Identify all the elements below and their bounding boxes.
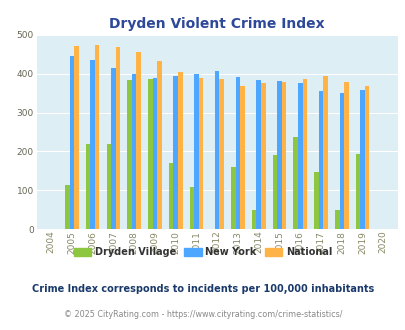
Legend: Dryden Village, New York, National: Dryden Village, New York, National [70,243,335,261]
Bar [272,155,277,229]
Text: Crime Index corresponds to incidents per 100,000 inhabitants: Crime Index corresponds to incidents per… [32,284,373,294]
Bar [318,91,322,229]
Bar [85,144,90,229]
Bar [65,185,69,229]
Bar [168,163,173,229]
Bar [281,82,286,229]
Bar [127,80,132,229]
Bar [293,137,297,229]
Bar [219,79,224,229]
Bar [152,78,157,229]
Bar [364,86,369,229]
Bar [74,46,79,229]
Bar [136,52,141,229]
Bar [355,154,359,229]
Bar [111,68,115,229]
Bar [132,74,136,229]
Bar [95,45,99,229]
Bar [194,74,198,229]
Bar [359,90,364,229]
Bar [148,80,152,229]
Bar [277,81,281,229]
Bar [260,83,265,229]
Text: © 2025 CityRating.com - https://www.cityrating.com/crime-statistics/: © 2025 CityRating.com - https://www.city… [64,311,341,319]
Bar [339,93,343,229]
Bar [256,80,260,229]
Bar [106,144,111,229]
Bar [115,47,120,229]
Bar [343,82,348,229]
Bar [313,172,318,229]
Title: Dryden Violent Crime Index: Dryden Violent Crime Index [109,17,324,31]
Bar [240,86,244,229]
Bar [214,71,219,229]
Bar [297,83,302,229]
Bar [322,76,327,229]
Bar [189,187,194,229]
Bar [173,76,177,229]
Bar [69,56,74,229]
Bar [302,79,306,229]
Bar [177,72,182,229]
Bar [90,60,95,229]
Bar [198,78,203,229]
Bar [334,210,339,229]
Bar [235,77,240,229]
Bar [251,210,256,229]
Bar [157,61,161,229]
Bar [230,167,235,229]
